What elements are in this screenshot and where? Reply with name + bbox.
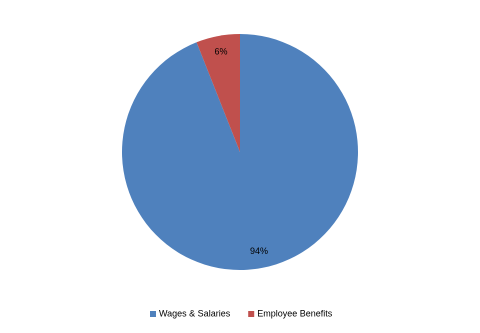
legend-swatch: [248, 311, 255, 317]
legend-swatch: [150, 311, 156, 317]
pie-slice: [196, 34, 240, 152]
legend-label: Employee Benefits: [257, 308, 333, 318]
legend-label: Wages & Salaries: [159, 308, 231, 318]
slice-label: 94%: [250, 246, 268, 256]
slice-label: 6%: [214, 47, 227, 57]
